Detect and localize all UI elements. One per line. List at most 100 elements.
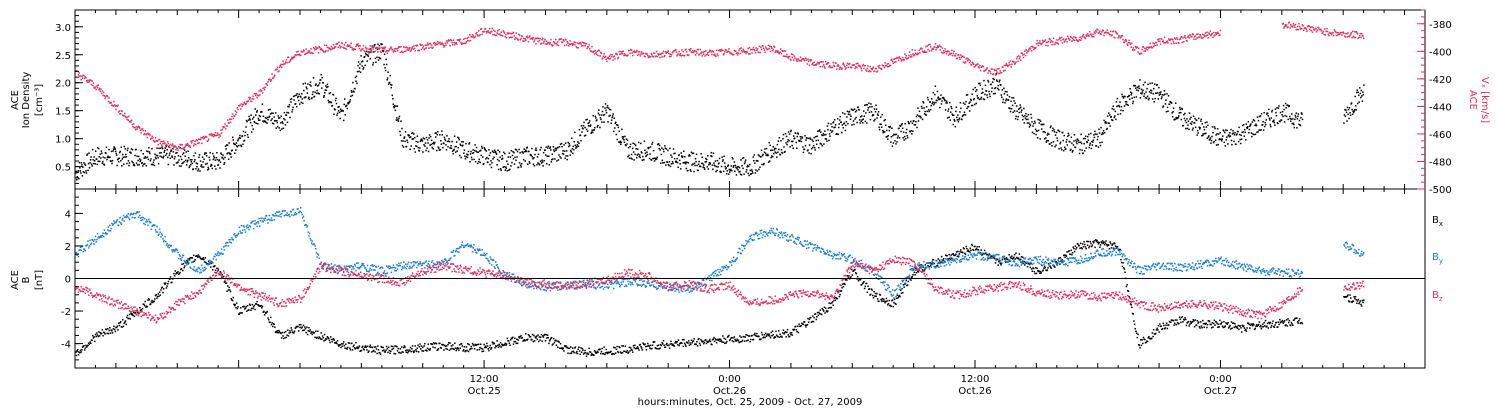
- density-point: [1111, 107, 1114, 110]
- density-point: [440, 140, 442, 142]
- density-point: [248, 115, 250, 118]
- density-point: [1237, 140, 1240, 143]
- bx-point: [319, 338, 322, 340]
- density-point: [996, 80, 998, 82]
- density-point: [603, 121, 605, 123]
- velocity-point: [177, 145, 180, 148]
- bx-point: [169, 278, 171, 281]
- velocity-point: [803, 58, 805, 61]
- bx-point: [219, 271, 222, 273]
- velocity-point: [745, 52, 747, 55]
- density-point: [590, 131, 593, 133]
- velocity-point: [177, 149, 179, 152]
- density-point: [1247, 121, 1250, 123]
- density-point: [89, 159, 92, 161]
- density-point: [728, 173, 730, 175]
- density-point: [382, 50, 385, 52]
- density-point: [951, 113, 953, 115]
- density-point: [869, 106, 871, 108]
- density-point: [1193, 122, 1196, 124]
- density-point: [1143, 95, 1145, 97]
- density-point: [233, 143, 236, 145]
- density-point: [123, 163, 125, 165]
- bx-point: [479, 346, 481, 349]
- velocity-point: [567, 45, 570, 47]
- velocity-point: [755, 47, 757, 49]
- density-point: [500, 158, 503, 161]
- density-point: [661, 159, 664, 162]
- bx-point: [369, 344, 372, 347]
- density-point: [518, 148, 520, 151]
- density-point: [1221, 135, 1224, 137]
- density-point: [1067, 135, 1069, 138]
- velocity-point: [264, 86, 267, 89]
- density-point: [241, 135, 244, 137]
- velocity-point: [413, 47, 416, 50]
- velocity-point: [990, 72, 992, 75]
- density-point: [757, 154, 760, 156]
- velocity-point: [1353, 36, 1355, 39]
- density-point: [152, 163, 154, 166]
- velocity-point: [287, 56, 290, 59]
- density-point: [848, 110, 851, 113]
- density-point: [213, 156, 216, 159]
- bx-point: [485, 346, 487, 349]
- density-point: [632, 151, 635, 153]
- density-point: [598, 114, 601, 116]
- density-point: [694, 164, 696, 167]
- velocity-point: [555, 42, 558, 45]
- density-point: [292, 95, 295, 98]
- bx-point: [225, 282, 228, 284]
- density-point: [942, 97, 945, 99]
- velocity-point: [1294, 26, 1296, 28]
- density-point: [130, 148, 133, 150]
- velocity-point: [863, 67, 865, 70]
- density-point: [582, 127, 584, 130]
- density-point: [1145, 91, 1147, 93]
- velocity-point: [1327, 33, 1329, 35]
- density-point: [1199, 127, 1201, 129]
- density-point: [1353, 108, 1356, 111]
- density-point: [1279, 120, 1281, 123]
- bx-point: [130, 312, 132, 315]
- density-point: [1037, 118, 1039, 121]
- velocity-point: [1192, 33, 1194, 36]
- density-point: [1135, 87, 1137, 89]
- density-point: [1278, 105, 1280, 107]
- density-point: [503, 151, 505, 154]
- bx-point: [301, 326, 303, 328]
- density-point: [1039, 138, 1041, 140]
- velocity-point: [113, 100, 115, 103]
- bx-point: [391, 348, 393, 351]
- density-point: [1150, 92, 1152, 94]
- density-point: [815, 139, 817, 142]
- density-point: [175, 162, 178, 164]
- density-point: [586, 130, 589, 132]
- velocity-point: [212, 133, 214, 136]
- bx-point: [400, 346, 403, 348]
- density-point: [556, 160, 558, 162]
- density-point: [1025, 112, 1027, 115]
- velocity-point: [967, 58, 969, 60]
- density-point: [676, 161, 679, 164]
- velocity-point: [492, 29, 495, 31]
- density-point: [751, 169, 753, 171]
- bx-point: [162, 291, 164, 294]
- density-point: [475, 146, 478, 149]
- velocity-point: [1284, 23, 1287, 26]
- density-point: [601, 110, 604, 113]
- velocity-point: [310, 51, 313, 54]
- bx-point: [386, 347, 389, 350]
- bx-point: [364, 345, 367, 347]
- density-point: [452, 152, 454, 155]
- bx-point: [355, 341, 357, 344]
- density-point: [238, 144, 240, 147]
- velocity-point: [723, 52, 725, 55]
- velocity-point: [568, 43, 571, 45]
- density-point: [726, 170, 728, 172]
- density-point: [1137, 89, 1140, 92]
- velocity-point: [1007, 64, 1010, 67]
- bx-point: [329, 341, 331, 344]
- density-point: [1300, 116, 1302, 119]
- velocity-point: [1174, 37, 1176, 39]
